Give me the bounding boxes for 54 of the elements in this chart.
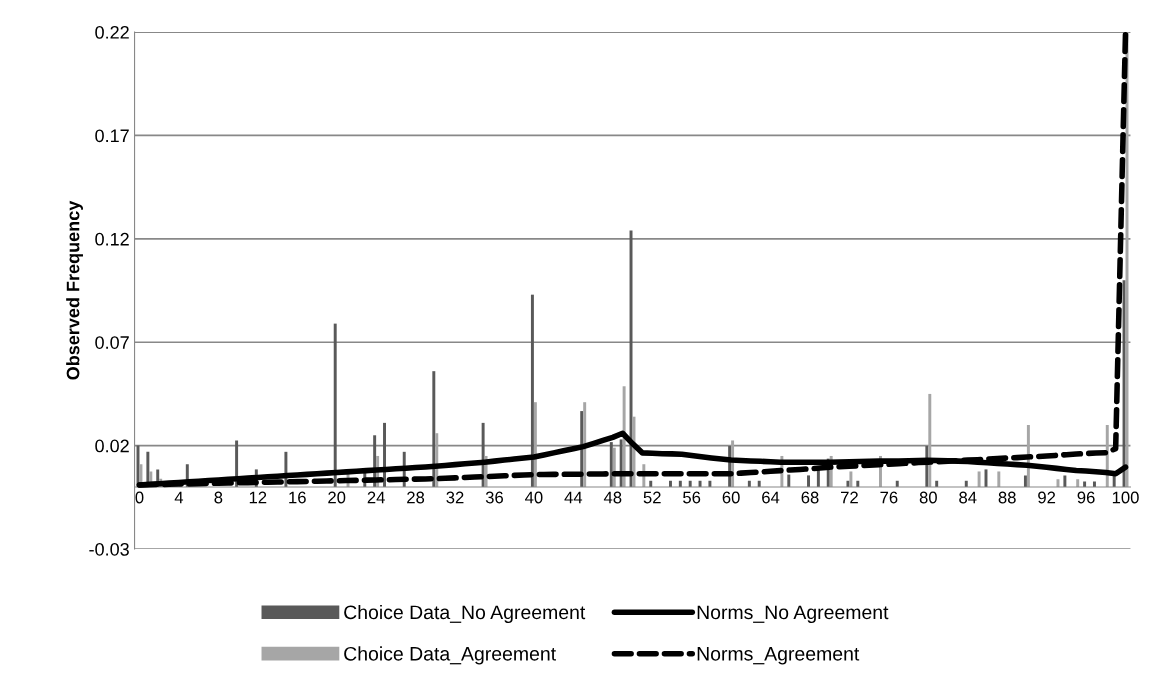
bar (807, 475, 810, 487)
x-tick-label: 12 (249, 491, 267, 504)
x-tick-label: 96 (1077, 491, 1095, 504)
x-tick-label: 64 (762, 491, 780, 504)
x-tick-label: 28 (407, 491, 425, 504)
x-tick-label: 52 (643, 491, 661, 504)
bar (533, 402, 537, 487)
bar (333, 323, 337, 487)
y-tick-label: 0.02 (95, 439, 129, 453)
bar (997, 471, 1001, 487)
x-tick-label: 4 (174, 491, 184, 504)
legend-label: Choice Data_No Agreement (344, 604, 586, 624)
y-tick-label: 0.17 (95, 129, 129, 143)
x-tick-label: 84 (959, 491, 977, 504)
x-tick-label: 24 (367, 491, 385, 504)
legend-label: Norms_Agreement (697, 647, 860, 665)
bar (432, 371, 436, 487)
bar (530, 294, 534, 487)
x-tick-label: 76 (880, 491, 898, 504)
x-tick-label: 92 (1038, 491, 1056, 504)
x-tick-label: 20 (328, 491, 346, 504)
bar (1122, 280, 1126, 487)
bar (1076, 479, 1080, 487)
bar (1023, 475, 1027, 487)
bar (928, 393, 932, 487)
x-tick-label: 40 (525, 491, 543, 504)
x-tick-label: 8 (214, 491, 223, 504)
x-tick-label: 32 (446, 491, 464, 504)
bar (583, 402, 587, 487)
x-tick-label: 56 (683, 491, 701, 504)
bar (609, 442, 613, 487)
y-tick-label: 0.12 (95, 232, 129, 246)
x-tick-label: 80 (919, 491, 937, 504)
legend-label: Norms_No Agreement (697, 605, 889, 624)
x-tick-label: 60 (722, 491, 740, 504)
x-tick-label: 100 (1112, 491, 1139, 504)
x-tick-label: 36 (485, 491, 503, 504)
x-tick-label: 0 (135, 491, 144, 504)
x-tick-label: 16 (289, 491, 306, 504)
x-tick-label: 88 (998, 491, 1016, 504)
bar (383, 422, 386, 487)
bar (977, 471, 981, 487)
y-tick-label: 0.07 (95, 336, 129, 349)
x-tick-label: 68 (801, 491, 819, 504)
bar (1056, 479, 1060, 487)
y-tick-label: -0.03 (89, 542, 129, 556)
y-axis-title: Observed Frequency (66, 200, 83, 380)
bar (849, 471, 853, 487)
x-tick-label: 72 (841, 491, 858, 504)
x-tick-label: 44 (564, 491, 583, 504)
y-tick-label: 0.22 (95, 25, 129, 39)
legend-label: Choice Data_Agreement (344, 646, 556, 665)
bar (1063, 475, 1067, 487)
x-tick-label: 48 (603, 491, 622, 504)
